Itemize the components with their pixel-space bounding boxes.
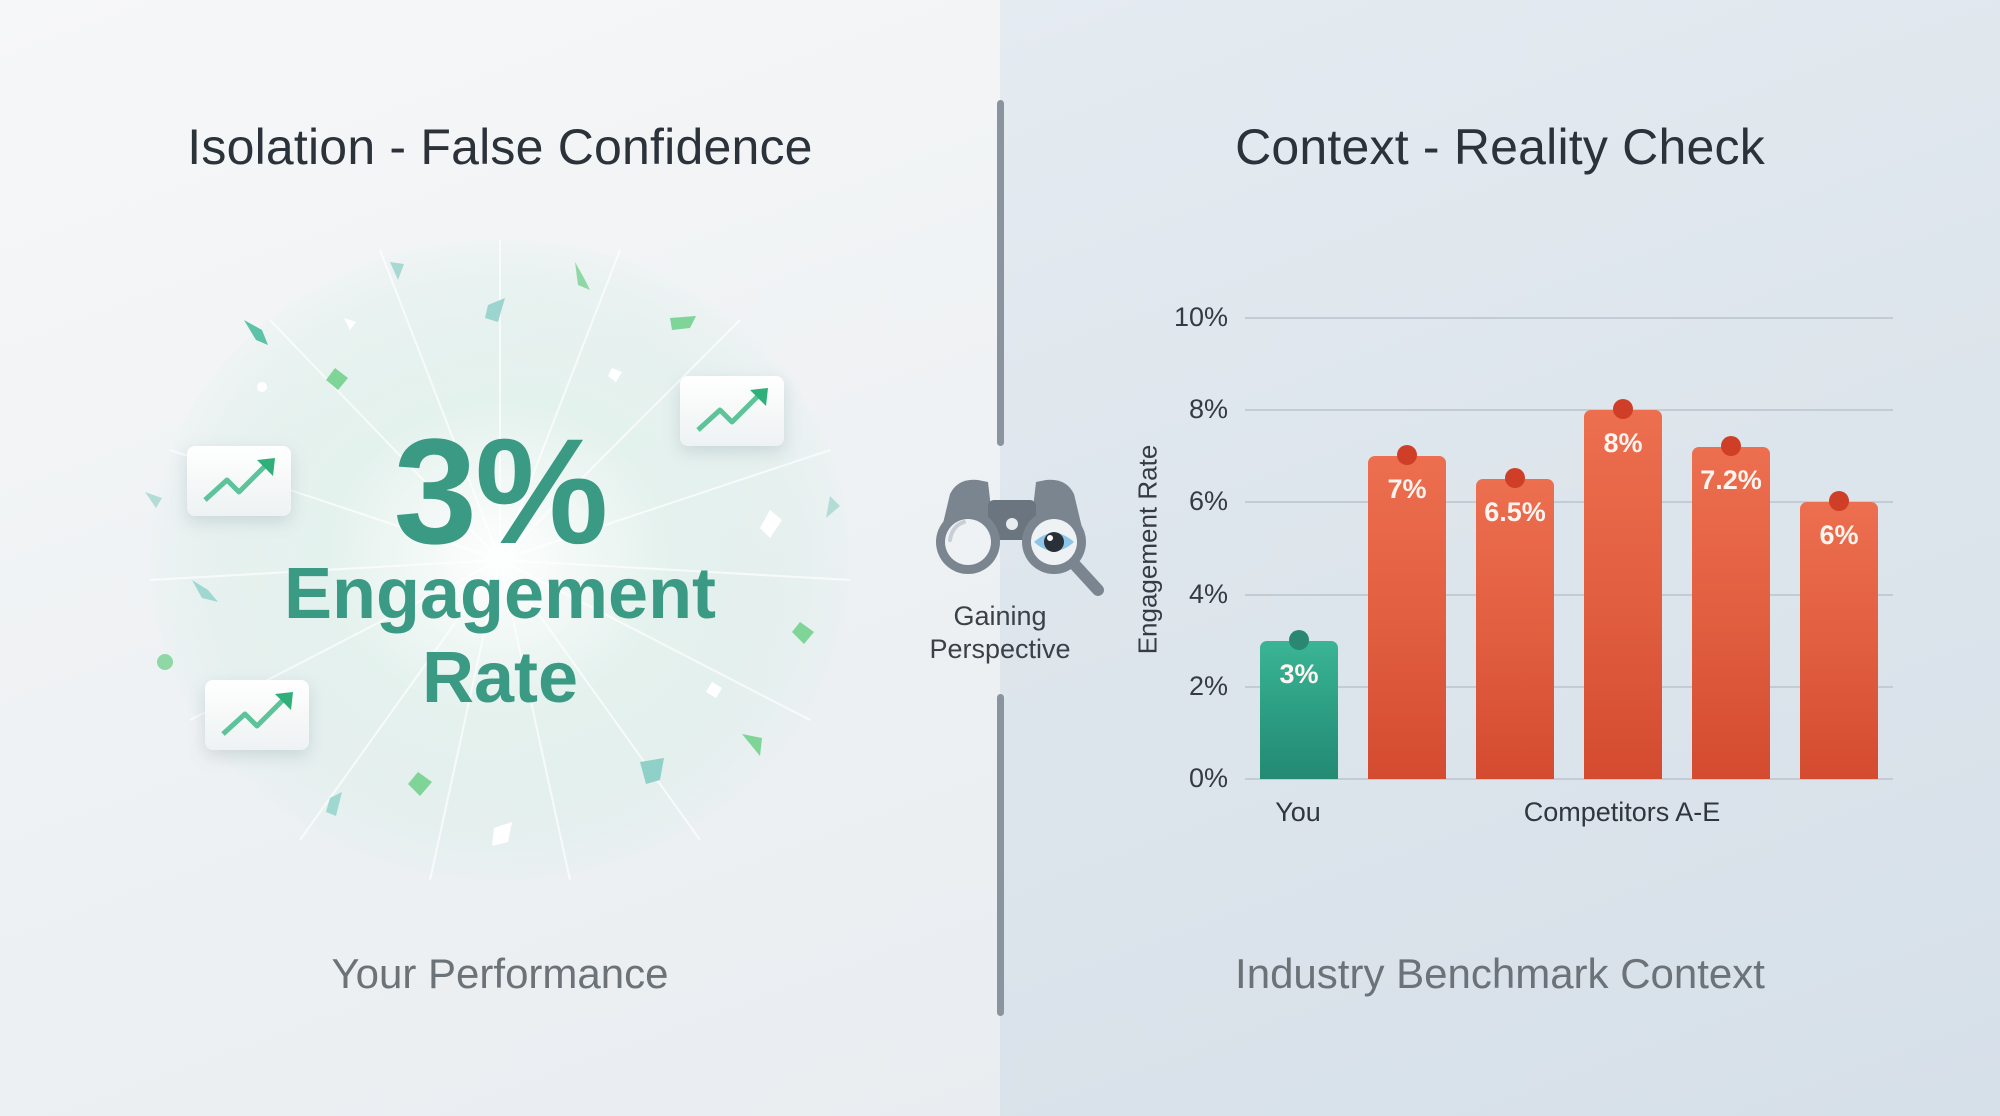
trend-up-icon (221, 692, 293, 736)
engagement-stat-value: 3% (393, 407, 609, 575)
right-panel-title: Context - Reality Check (1235, 119, 1765, 175)
gridline-0 (1245, 778, 1893, 780)
y-tick: 6% (1188, 486, 1228, 516)
gridline-4 (1245, 594, 1893, 596)
bar-marker-dot (1829, 491, 1849, 512)
bar-value-label: 8% (1603, 428, 1643, 459)
gridline-10 (1245, 317, 1893, 319)
y-tick: 0% (1188, 763, 1228, 793)
trend-card-right (680, 376, 784, 446)
engagement-stat-label-line2: Rate (421, 638, 579, 718)
trend-card-left (187, 446, 291, 516)
binoculars-icon (936, 479, 1104, 596)
y-tick: 10% (1173, 302, 1228, 332)
y-tick: 4% (1188, 579, 1228, 609)
left-panel-title: Isolation - False Confidence (187, 119, 813, 175)
bar-marker-dot (1397, 445, 1417, 466)
y-tick: 2% (1188, 671, 1228, 701)
y-tick: 8% (1188, 394, 1228, 424)
gaining-perspective-label: Gaining Perspective (880, 600, 1120, 666)
x-label-competitors: Competitors A-E (1523, 797, 1721, 827)
gridline-6 (1245, 501, 1893, 503)
perspective-label-line1: Gaining (953, 601, 1047, 631)
bar-value-label: 3% (1279, 658, 1319, 689)
bar-value-label: 6.5% (1484, 497, 1546, 528)
bar-marker-dot (1505, 468, 1525, 489)
bar-marker-dot (1721, 436, 1741, 457)
perspective-label-line2: Perspective (929, 634, 1071, 664)
bar-value-label: 7.2% (1700, 465, 1762, 496)
divider-top (997, 100, 1004, 446)
left-panel-caption: Your Performance (331, 950, 669, 997)
trend-up-icon (696, 388, 768, 432)
y-axis-title: Engagement Rate (1132, 444, 1163, 655)
engagement-stat-label: Engagement (283, 554, 717, 634)
divider-bottom (997, 694, 1004, 1016)
bar-competitor-b (1476, 479, 1554, 779)
bar-marker-dot (1289, 629, 1309, 650)
bar-you (1260, 640, 1338, 779)
bar-marker-dot (1613, 399, 1633, 420)
trend-card-bottom (205, 680, 309, 750)
bar-competitor-a (1368, 456, 1446, 779)
bar-competitor-d (1692, 447, 1770, 779)
bar-competitor-c (1584, 410, 1662, 779)
confetti-icon (145, 262, 840, 846)
gridline-8 (1245, 409, 1893, 411)
bar-value-label: 7% (1387, 474, 1427, 505)
gridline-2 (1245, 686, 1893, 688)
bar-value-label: 6% (1819, 520, 1859, 551)
trend-up-icon (203, 458, 275, 502)
x-label-you: You (1275, 797, 1321, 827)
right-panel-caption: Industry Benchmark Context (1235, 950, 1765, 997)
bar-competitor-e (1800, 502, 1878, 779)
